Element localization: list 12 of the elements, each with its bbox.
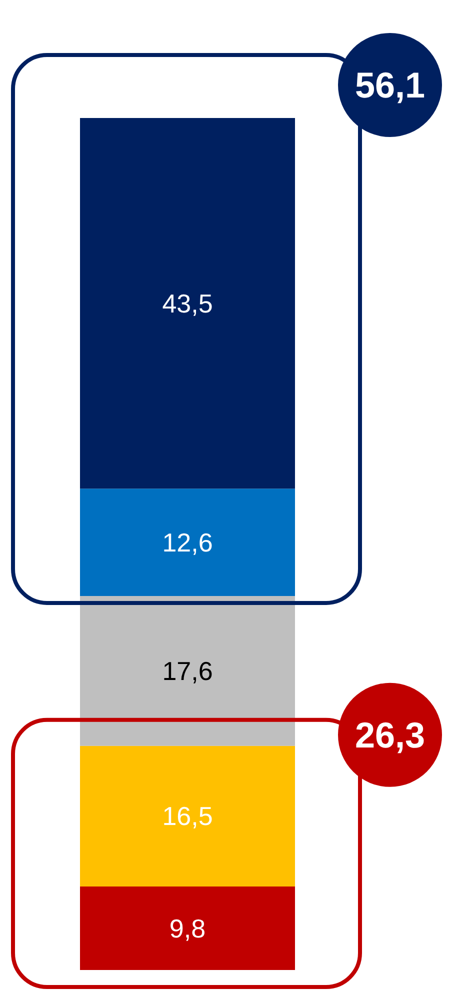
data-label: 9,8 — [169, 913, 206, 944]
bar — [80, 488, 295, 596]
data-label: 12,6 — [162, 527, 213, 558]
bar — [80, 118, 295, 489]
data-label: 43,5 — [162, 288, 213, 318]
data-label: 16,5 — [162, 801, 213, 832]
data-label: 17,6 — [162, 656, 213, 686]
text: 26,3 — [354, 714, 426, 756]
text: 56,1 — [354, 64, 426, 106]
bar — [80, 596, 295, 746]
bar — [80, 886, 295, 970]
bar — [80, 746, 295, 887]
